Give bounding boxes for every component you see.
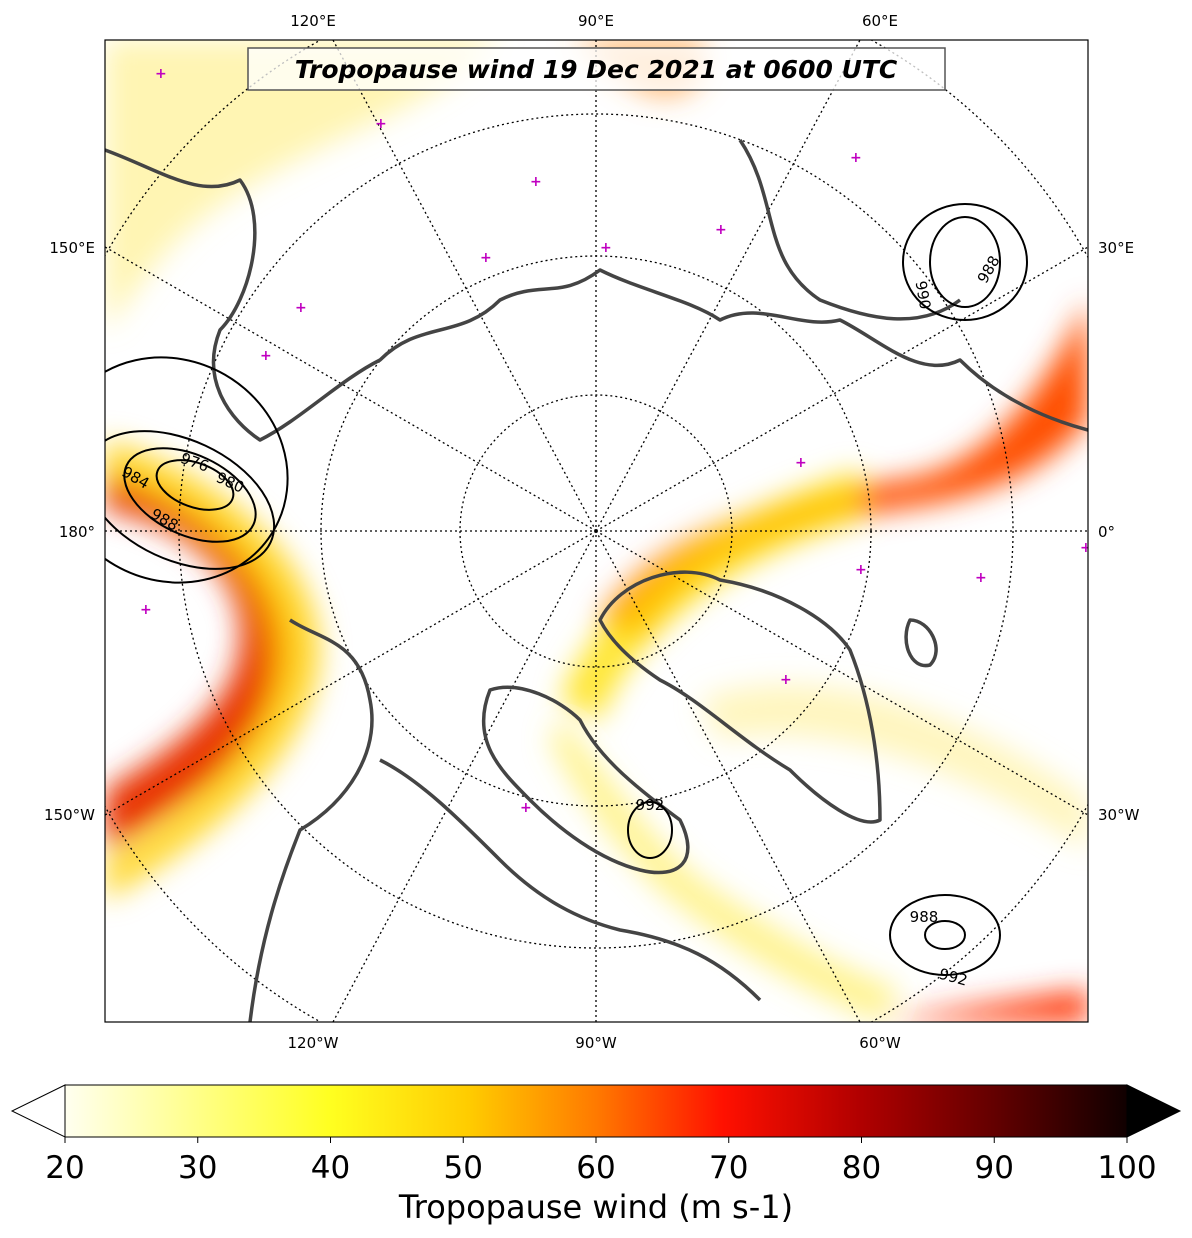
longitude-labels: 120°E 90°E 60°E 120°W 90°W 60°W 150°E 180° 150°W… [44,12,1140,1052]
map-frame [104,39,1089,1023]
colorbar-tick-label: 50 [444,1150,483,1186]
longitude-label: 30°E [1098,239,1134,257]
colorbar-tick-label: 20 [45,1150,84,1186]
svg-text:+: + [780,672,792,688]
svg-text:+: + [850,150,862,166]
contour-label: 992 [636,796,665,814]
coastlines [105,139,1088,1022]
svg-text:+: + [375,116,387,132]
contour-label: 988 [910,908,939,926]
map-title: Tropopause wind 19 Dec 2021 at 0600 UTC [295,55,898,84]
longitude-label: 0° [1098,523,1115,541]
colorbar-tick-label: 40 [311,1150,350,1186]
colorbar-label: Tropopause wind (m s-1) [398,1188,793,1226]
colorbar-tick-label: 90 [975,1150,1014,1186]
colorbar-gradient [65,1085,1127,1137]
colorbar-tick-label: 100 [1097,1150,1156,1186]
svg-text:+: + [520,800,532,816]
svg-text:+: + [140,602,152,618]
svg-text:+: + [295,300,307,316]
longitude-label: 60°E [862,12,898,30]
station-markers: + + + + + + + + + + + + + + + + [140,66,1092,816]
svg-text:+: + [155,66,167,82]
svg-text:+: + [975,570,987,586]
longitude-label: 120°E [290,12,336,30]
longitude-label: 30°W [1098,806,1140,824]
svg-text:+: + [480,250,492,266]
contour-label: 990 [912,279,935,310]
longitude-label: 120°W [288,1034,339,1052]
pressure-contours [105,203,1028,976]
colorbar: 20 30 40 50 60 70 80 90 100 [10,1084,1182,1186]
svg-text:+: + [715,222,727,238]
svg-text:+: + [600,240,612,256]
longitude-label: 150°E [49,239,95,257]
title-box [247,47,946,91]
longitude-label: 150°W [44,806,95,824]
svg-text:+: + [795,455,807,471]
svg-text:+: + [260,348,272,364]
longitude-label: 180° [59,523,95,541]
colorbar-tick-label: 80 [842,1150,881,1186]
longitude-label: 90°W [575,1034,617,1052]
colorbar-tick-label: 70 [709,1150,748,1186]
colorbar-tick-label: 30 [178,1150,217,1186]
colorbar-max-extend [1126,1084,1182,1138]
colorbar-tick-label: 60 [576,1150,615,1186]
longitude-label: 90°E [578,12,614,30]
svg-text:+: + [1080,540,1092,556]
svg-text:+: + [530,174,542,190]
svg-text:+: + [855,562,867,578]
colorbar-min-extend [10,1084,66,1138]
longitude-label: 60°W [859,1034,901,1052]
